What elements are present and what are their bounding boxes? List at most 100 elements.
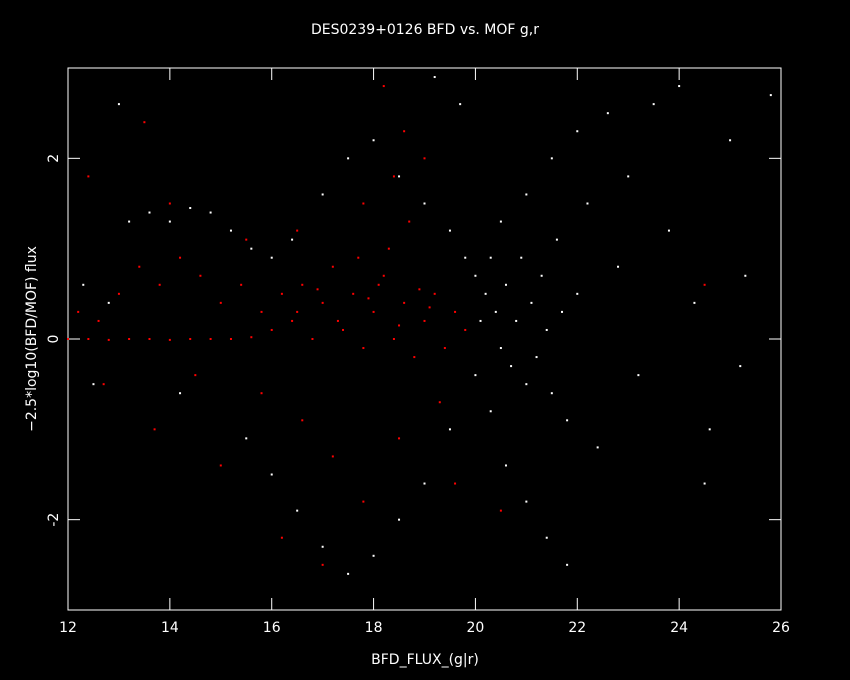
- point: [245, 437, 248, 440]
- y-axis-label: −2.5*log10(BFD/MOF) flux: [24, 246, 40, 432]
- point: [403, 130, 406, 133]
- point: [398, 437, 401, 440]
- point: [117, 292, 120, 295]
- point: [209, 338, 212, 340]
- point: [321, 193, 324, 196]
- point: [296, 310, 299, 313]
- point: [387, 247, 390, 250]
- point: [357, 256, 360, 259]
- point: [545, 536, 548, 539]
- point: [540, 274, 543, 277]
- point: [331, 265, 334, 268]
- point: [464, 256, 467, 259]
- point: [499, 347, 502, 350]
- point: [448, 229, 451, 232]
- point: [418, 288, 421, 291]
- point: [576, 292, 579, 295]
- point: [525, 383, 528, 386]
- point: [652, 103, 655, 106]
- point: [97, 319, 100, 322]
- point: [321, 563, 324, 566]
- point: [372, 310, 375, 313]
- point: [398, 324, 401, 327]
- point: [102, 383, 105, 386]
- point: [280, 292, 283, 295]
- point: [291, 319, 294, 322]
- point: [479, 319, 482, 322]
- point: [550, 157, 553, 160]
- point: [535, 356, 538, 359]
- point: [499, 509, 502, 512]
- point: [576, 130, 579, 133]
- point: [301, 283, 304, 286]
- point: [77, 310, 80, 313]
- x-tick-label: 20: [467, 620, 485, 636]
- point: [555, 238, 558, 241]
- point: [336, 319, 339, 322]
- point: [520, 256, 523, 259]
- point: [489, 256, 492, 259]
- point: [260, 392, 263, 395]
- point: [678, 85, 681, 88]
- point: [423, 482, 426, 485]
- point: [744, 274, 747, 277]
- point: [474, 374, 477, 377]
- point: [321, 545, 324, 548]
- point: [342, 328, 345, 331]
- x-tick-label: 18: [365, 620, 383, 636]
- point: [504, 464, 507, 467]
- point: [311, 338, 314, 340]
- point: [438, 401, 441, 404]
- point: [189, 207, 192, 210]
- point: [372, 139, 375, 142]
- point: [270, 256, 273, 259]
- x-axis-label: BFD_FLUX_(g|r): [371, 652, 479, 668]
- point: [168, 202, 171, 205]
- point: [398, 518, 401, 521]
- point: [739, 365, 742, 368]
- point: [331, 455, 334, 458]
- point: [87, 175, 90, 178]
- point: [194, 374, 197, 377]
- point: [158, 283, 161, 286]
- point: [377, 283, 380, 286]
- point: [769, 94, 772, 97]
- point: [617, 265, 620, 268]
- point: [219, 301, 222, 304]
- point: [291, 238, 294, 241]
- point: [117, 103, 120, 106]
- point: [209, 211, 212, 214]
- point: [179, 256, 182, 259]
- point: [413, 356, 416, 359]
- point: [703, 283, 706, 286]
- point: [189, 338, 192, 340]
- point: [382, 85, 385, 88]
- point: [443, 347, 446, 350]
- y-tick-label: -2: [46, 513, 62, 527]
- point: [448, 428, 451, 431]
- point: [433, 76, 436, 79]
- point: [510, 365, 513, 368]
- point: [423, 319, 426, 322]
- point: [148, 338, 151, 340]
- point: [128, 338, 131, 340]
- point: [107, 301, 110, 304]
- point: [321, 301, 324, 304]
- point: [708, 428, 711, 431]
- x-tick-label: 12: [59, 620, 77, 636]
- point: [362, 202, 365, 205]
- point: [550, 392, 553, 395]
- point: [82, 283, 85, 286]
- y-tick-label: 2: [46, 154, 62, 163]
- x-tick-label: 16: [263, 620, 281, 636]
- point: [148, 211, 151, 214]
- point: [561, 310, 564, 313]
- point: [454, 310, 457, 313]
- point: [250, 247, 253, 250]
- point: [586, 202, 589, 205]
- x-tick-label: 26: [772, 620, 790, 636]
- point: [87, 338, 90, 340]
- chart-title: DES0239+0126 BFD vs. MOF g,r: [311, 22, 539, 38]
- point: [494, 310, 497, 313]
